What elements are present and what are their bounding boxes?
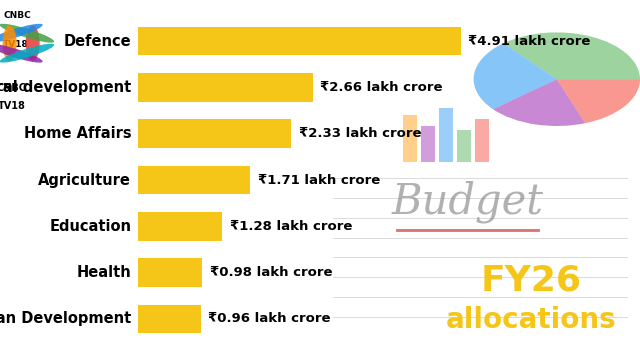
Text: Agriculture: Agriculture: [38, 172, 131, 188]
Wedge shape: [474, 43, 557, 109]
Ellipse shape: [3, 26, 17, 61]
Text: ₹0.96 lakh crore: ₹0.96 lakh crore: [209, 312, 331, 325]
Bar: [138, 27, 461, 55]
Text: CNBC: CNBC: [3, 11, 31, 20]
Text: ₹2.66 lakh crore: ₹2.66 lakh crore: [321, 81, 443, 94]
Bar: [475, 119, 489, 162]
Text: FY26: FY26: [481, 264, 582, 298]
Bar: [457, 130, 471, 162]
Bar: [403, 115, 417, 162]
Text: Education: Education: [49, 219, 131, 234]
Bar: [421, 126, 435, 162]
Text: Rural development: Rural development: [0, 80, 131, 95]
Text: CNBC: CNBC: [0, 83, 26, 93]
Text: allocations: allocations: [446, 306, 616, 334]
Ellipse shape: [0, 24, 54, 43]
Text: ₹0.98 lakh crore: ₹0.98 lakh crore: [210, 266, 332, 279]
Bar: [138, 258, 202, 287]
Ellipse shape: [0, 44, 54, 63]
Text: TV18: TV18: [3, 40, 29, 49]
Text: Defence: Defence: [63, 33, 131, 49]
Text: Health: Health: [76, 265, 131, 280]
Bar: [439, 108, 453, 162]
Bar: [138, 120, 291, 148]
Text: Budget: Budget: [391, 180, 543, 223]
Wedge shape: [493, 79, 585, 126]
Text: TV18: TV18: [0, 101, 26, 111]
Text: ₹4.91 lakh crore: ₹4.91 lakh crore: [468, 35, 591, 48]
Bar: [138, 212, 222, 240]
Ellipse shape: [26, 26, 40, 61]
Text: Urban Development: Urban Development: [0, 311, 131, 327]
Text: ₹2.33 lakh crore: ₹2.33 lakh crore: [299, 127, 421, 140]
Text: ₹1.71 lakh crore: ₹1.71 lakh crore: [258, 174, 380, 186]
Bar: [138, 166, 250, 194]
Wedge shape: [557, 79, 640, 123]
Bar: [138, 73, 313, 102]
Wedge shape: [503, 32, 640, 79]
Ellipse shape: [0, 44, 43, 63]
Text: ₹1.28 lakh crore: ₹1.28 lakh crore: [230, 220, 352, 233]
Bar: [138, 305, 201, 333]
Ellipse shape: [0, 24, 43, 43]
Text: Home Affairs: Home Affairs: [24, 126, 131, 141]
